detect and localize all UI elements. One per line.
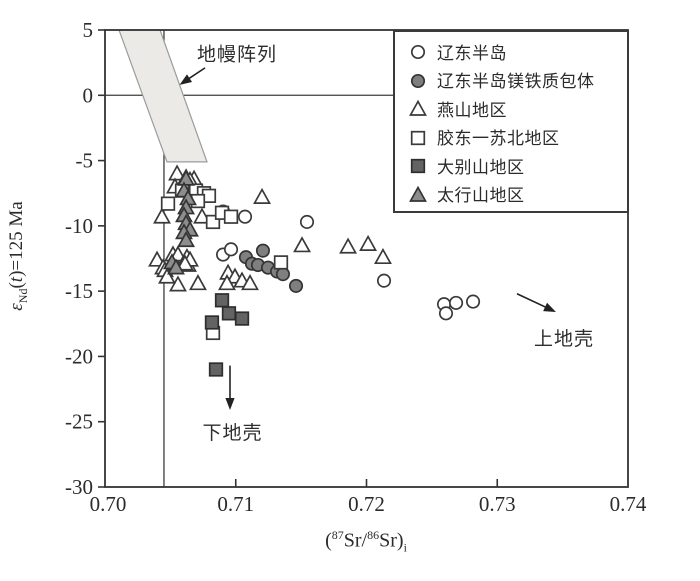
sr87-superscript: 87 xyxy=(331,528,344,542)
data-point xyxy=(223,209,239,224)
series-dabieshan-area xyxy=(204,293,250,377)
legend-label: 辽东半岛 xyxy=(437,43,507,63)
legend-item-taihangshan-area: 太行山地区 xyxy=(395,180,627,209)
data-point xyxy=(177,169,196,186)
data-point xyxy=(275,267,291,282)
data-point xyxy=(169,275,187,292)
legend-box: 辽东半岛辽东半岛镁铁质包体 燕山地区胶东一苏北地区 大别山地区太行山地区 xyxy=(393,30,629,213)
data-point xyxy=(438,306,454,321)
y-tick-label: -30 xyxy=(65,475,93,499)
legend-label: 大别山地区 xyxy=(437,157,525,177)
x-axis-title: (87Sr/86Sr)i xyxy=(325,528,407,555)
circle-open-icon xyxy=(410,45,426,60)
epsilon-subscript: Nd xyxy=(15,288,30,304)
mantle-array-arrow-head xyxy=(179,74,193,85)
circle-filled-icon xyxy=(410,73,426,88)
x-tick-label: 0.74 xyxy=(610,492,647,516)
data-point xyxy=(153,207,171,224)
epsilon-symbol: ε xyxy=(6,303,27,311)
data-point xyxy=(193,207,211,224)
data-point xyxy=(288,278,304,293)
legend-label: 胶东一苏北地区 xyxy=(437,129,560,149)
data-point xyxy=(241,274,259,291)
data-point xyxy=(299,214,315,229)
mantle-array-label: 地幔阵列 xyxy=(197,44,277,66)
data-point xyxy=(409,99,427,117)
data-point xyxy=(158,267,176,284)
legend-item-yanshan-area: 燕山地区 xyxy=(395,94,627,123)
triangle-filled-icon xyxy=(409,185,427,202)
data-point xyxy=(160,196,176,211)
data-point xyxy=(273,255,289,270)
data-point xyxy=(168,164,186,181)
data-point xyxy=(449,295,464,310)
lower-crust-label: 下地壳 xyxy=(202,422,262,444)
upper-crust-arrow-head xyxy=(543,302,556,313)
data-point xyxy=(374,247,392,265)
data-point xyxy=(189,274,207,291)
data-point xyxy=(177,230,196,248)
data-point xyxy=(255,243,270,258)
triangle-open-icon xyxy=(409,99,427,117)
y-tick-label: -10 xyxy=(65,214,93,238)
data-point xyxy=(223,242,239,257)
data-point xyxy=(339,237,358,254)
data-point xyxy=(148,250,166,267)
sr86-superscript: 86 xyxy=(367,528,380,542)
upper-crust-arrow-line xyxy=(516,293,549,309)
data-point xyxy=(214,293,230,308)
x-tick-label: 0.72 xyxy=(348,492,385,516)
series-taihangshan-area xyxy=(162,169,199,275)
mantle-array-band xyxy=(118,29,208,163)
legend-item-dabieshan-area: 大别山地区 xyxy=(395,151,627,180)
y-tick-label: 5 xyxy=(83,18,94,42)
series-jiaodong-subei-area xyxy=(160,183,289,341)
y-axis-title: εNd(t)=125 Ma xyxy=(6,201,30,311)
data-point xyxy=(237,209,253,224)
data-point xyxy=(204,315,220,330)
data-point xyxy=(169,245,187,262)
data-point xyxy=(409,185,427,202)
square-filled-icon xyxy=(410,159,426,174)
square-open-icon xyxy=(410,130,426,145)
lower-crust-arrow-head xyxy=(225,397,235,410)
data-point xyxy=(376,273,392,288)
x-tick-label: 0.70 xyxy=(90,492,127,516)
mantle-array-arrow-line xyxy=(186,67,206,81)
legend-label: 燕山地区 xyxy=(437,100,507,120)
data-point xyxy=(234,311,250,326)
series-liaodong-mafic-enclaves xyxy=(238,243,304,293)
x-tick-label: 0.71 xyxy=(217,492,254,516)
x-tick-label: 0.73 xyxy=(479,492,516,516)
y-tick-label: -15 xyxy=(65,279,93,303)
data-point xyxy=(410,159,426,174)
legend-label: 太行山地区 xyxy=(437,186,525,206)
initial-subscript: i xyxy=(403,540,407,555)
data-point xyxy=(218,274,236,291)
legend-item-liaodong-peninsula: 辽东半岛 xyxy=(395,37,627,66)
data-point xyxy=(221,306,237,321)
series-yanshan-area xyxy=(148,164,392,292)
data-point xyxy=(410,45,426,60)
legend-item-jiaodong-subei-area: 胶东一苏北地区 xyxy=(395,123,627,152)
data-point xyxy=(410,73,426,88)
data-point xyxy=(359,234,378,251)
data-point xyxy=(410,130,426,145)
data-point xyxy=(208,362,224,377)
legend-label: 辽东半岛镁铁质包体 xyxy=(437,72,595,92)
data-point xyxy=(176,254,194,271)
data-point xyxy=(293,236,311,253)
y-tick-label: -5 xyxy=(76,149,94,173)
data-point xyxy=(253,187,271,204)
upper-crust-label: 上地壳 xyxy=(534,328,594,350)
y-tick-label: -20 xyxy=(65,344,93,368)
y-tick-label: 0 xyxy=(83,83,94,107)
data-point xyxy=(466,294,481,309)
data-point xyxy=(167,258,185,275)
y-tick-label: -25 xyxy=(65,410,93,434)
legend-item-liaodong-mafic-enclaves: 辽东半岛镁铁质包体 xyxy=(395,66,627,95)
